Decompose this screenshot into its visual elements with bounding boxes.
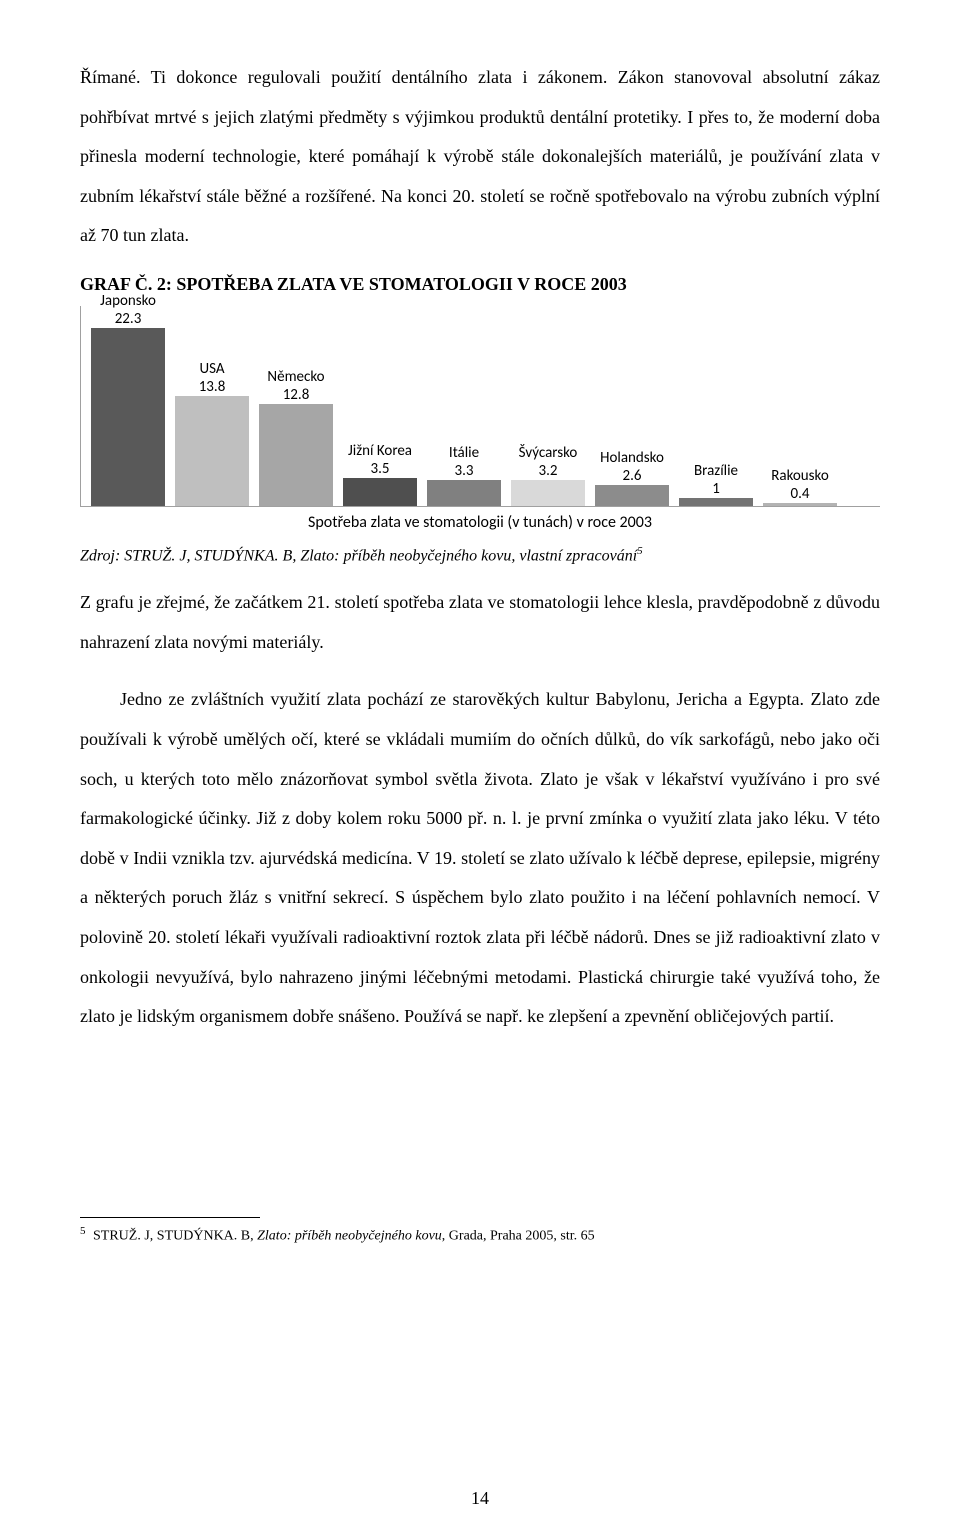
bar-label: Německo12.8 [252,368,341,404]
bar: Holandsko2.6 [595,485,669,506]
page-number: 14 [0,1488,960,1509]
chart-source: Zdroj: STRUŽ. J, STUDÝNKA. B, Zlato: pří… [80,545,880,565]
footnote-text-suffix: , Grada, Praha 2005, str. 65 [442,1228,595,1243]
bar-name: Švýcarsko [504,444,593,462]
bar-name: Brazílie [672,462,761,480]
bar-name: Německo [252,368,341,386]
bar-name: USA [168,360,257,378]
chart-source-sup: 5 [637,545,643,557]
footnote-text-italic: Zlato: příběh neobyčejného kovu [257,1228,442,1243]
bar-value: 12.8 [252,386,341,404]
bar-value: 13.8 [168,378,257,396]
bar-name: Jižní Korea [336,442,425,460]
bar-value: 1 [672,480,761,498]
bar-value: 3.3 [420,462,509,480]
bar: Itálie3.3 [427,480,501,506]
bar-value: 0.4 [756,485,845,503]
bar: Německo12.8 [259,404,333,506]
bar-name: Holandsko [588,449,677,467]
footnote-text-prefix: STRUŽ. J, STUDÝNKA. B, [90,1228,258,1243]
bar: Japonsko22.3 [91,328,165,506]
footnote: 5 STRUŽ. J, STUDÝNKA. B, Zlato: příběh n… [80,1224,880,1246]
bar-name: Rakousko [756,467,845,485]
bar-label: Itálie3.3 [420,444,509,480]
bar-label: Holandsko2.6 [588,449,677,485]
footnote-separator [80,1217,260,1218]
paragraph-2: Z grafu je zřejmé, že začátkem 21. stole… [80,583,880,662]
bar-label: Rakousko0.4 [756,467,845,503]
chart-source-text: Zdroj: STRUŽ. J, STUDÝNKA. B, Zlato: pří… [80,547,637,564]
footnote-number: 5 [80,1225,86,1237]
chart-caption: Spotřeba zlata ve stomatologii (v tunách… [80,513,880,535]
page: Římané. Ti dokonce regulovali použití de… [0,0,960,1527]
bar-label: Švýcarsko3.2 [504,444,593,480]
paragraph-1: Římané. Ti dokonce regulovali použití de… [80,58,880,256]
bar-name: Itálie [420,444,509,462]
bar-label: Jižní Korea3.5 [336,442,425,478]
bar-value: 2.6 [588,467,677,485]
chart-title: GRAF Č. 2: SPOTŘEBA ZLATA VE STOMATOLOGI… [80,274,880,295]
bar-name: Japonsko [84,292,173,310]
bar-value: 3.2 [504,462,593,480]
bar-value: 22.3 [84,310,173,328]
bar: Jižní Korea3.5 [343,478,417,506]
bar: Rakousko0.4 [763,503,837,506]
bar-value: 3.5 [336,460,425,478]
bar: Švýcarsko3.2 [511,480,585,506]
bar-label: USA13.8 [168,360,257,396]
bar-chart: Japonsko22.3USA13.8Německo12.8Jižní Kore… [80,305,880,535]
bar-label: Japonsko22.3 [84,292,173,328]
chart-plot-area: Japonsko22.3USA13.8Německo12.8Jižní Kore… [80,306,880,507]
bar-label: Brazílie1 [672,462,761,498]
bar: USA13.8 [175,396,249,506]
paragraph-3: Jedno ze zvláštních využití zlata pocház… [80,680,880,1036]
bar: Brazílie1 [679,498,753,506]
